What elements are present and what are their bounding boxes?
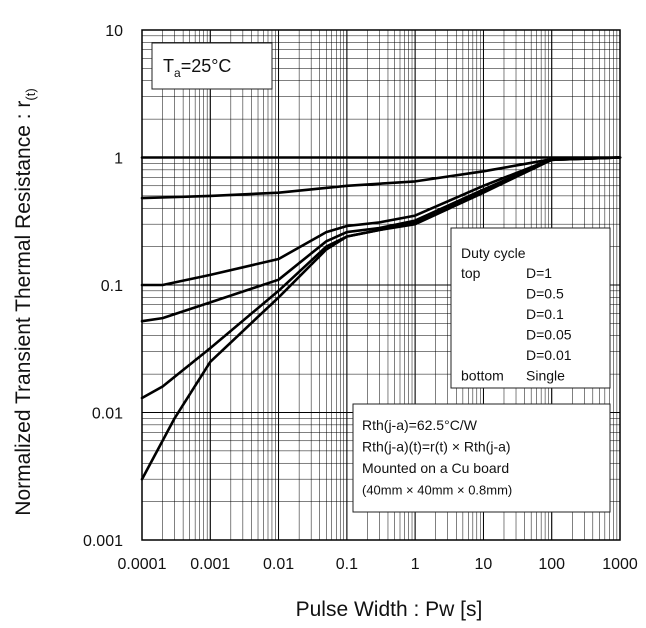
x-tick-label: 10 xyxy=(475,556,493,573)
x-tick-label: 100 xyxy=(538,556,565,573)
legend-row-label: Single xyxy=(526,368,565,384)
condition-label: Ta=25°C xyxy=(163,56,231,80)
x-tick-label: 0.001 xyxy=(190,556,230,573)
condition-box-frame xyxy=(151,42,273,90)
y-tick-label: 1 xyxy=(114,151,123,168)
y-tick-label: 0.001 xyxy=(83,533,123,550)
condition-box: Ta=25°C xyxy=(151,42,273,90)
legend-row-label: D=0.1 xyxy=(526,306,564,322)
notes-box: Rth(j-a)=62.5°C/W Rth(j-a)(t)=r(t) × Rth(… xyxy=(352,403,611,513)
x-tick-labels: 0.0001 0.001 0.01 0.1 1 10 100 1000 xyxy=(118,556,638,573)
legend-row-label: D=0.05 xyxy=(526,327,572,343)
legend-box: Duty cycle top D=1 D=0.5 D=0.1 D=0.05 D=0.01 b… xyxy=(450,227,611,389)
legend-row-prefix: bottom xyxy=(461,368,504,384)
y-tick-label: 10 xyxy=(105,23,123,40)
legend-rows: top D=1 D=0.5 D=0.1 D=0.05 D=0.01 bottom Single xyxy=(461,265,572,384)
x-tick-label: 1 xyxy=(411,556,420,573)
notes-box-frame xyxy=(352,403,611,513)
y-axis-label-sub: (t) xyxy=(23,88,38,100)
notes-lines: Rth(j-a)=62.5°C/W Rth(j-a)(t)=r(t) × Rth(… xyxy=(362,417,512,498)
condition-label-sub: a xyxy=(174,66,181,80)
x-tick-label: 0.01 xyxy=(263,556,294,573)
x-tick-label: 0.1 xyxy=(336,556,358,573)
y-tick-labels: 0.001 0.01 0.1 1 10 xyxy=(83,23,123,550)
condition-label-rest: =25°C xyxy=(181,56,232,76)
note-line: Rth(j-a)(t)=r(t) × Rth(j-a) xyxy=(362,439,511,455)
x-tick-label: 0.0001 xyxy=(118,556,167,573)
legend-row-prefix: top xyxy=(461,265,481,281)
legend-row-label: D=0.5 xyxy=(526,286,564,302)
series-line-6 xyxy=(140,156,622,481)
legend-title: Duty cycle xyxy=(461,245,526,261)
note-line: (40mm × 40mm × 0.8mm) xyxy=(362,483,512,498)
y-axis-label-main: Normalized Transient Thermal Resistance … xyxy=(12,101,35,516)
y-axis-label: Normalized Transient Thermal Resistance … xyxy=(12,88,38,515)
series-line-3 xyxy=(140,156,622,287)
x-tick-label: 1000 xyxy=(602,556,638,573)
condition-label-main: T xyxy=(163,56,174,76)
note-line: Rth(j-a)=62.5°C/W xyxy=(362,417,478,433)
x-axis-label: Pulse Width : Pw [s] xyxy=(296,598,483,621)
y-tick-label: 0.01 xyxy=(92,406,123,423)
y-tick-label: 0.1 xyxy=(101,278,123,295)
legend-box-frame xyxy=(450,227,611,389)
series-line-2 xyxy=(140,156,622,200)
legend-row-label: D=1 xyxy=(526,265,552,281)
series-lines xyxy=(140,156,622,481)
note-line: Mounted on a Cu board xyxy=(362,460,509,476)
legend-row-label: D=0.01 xyxy=(526,347,572,363)
